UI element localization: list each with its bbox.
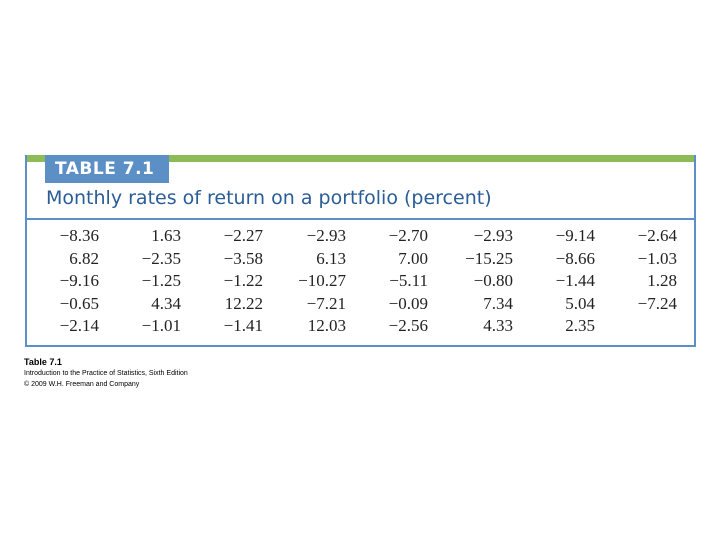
table-cell: −2.56: [388, 316, 428, 335]
table-cell: −2.64: [637, 226, 677, 245]
table-cell: −2.14: [59, 316, 99, 335]
table-cell: 6.13: [316, 248, 346, 268]
table-row: −2.14 −1.01 −1.41 12.03 −2.56 4.33 2.35: [41, 315, 661, 338]
table-cell: −2.93: [306, 226, 346, 245]
table-cell: −8.36: [59, 226, 99, 245]
table-cell: 7.00: [398, 248, 428, 268]
table-title: Monthly rates of return on a portfolio (…: [46, 187, 492, 209]
table-cell: −2.27: [223, 226, 263, 245]
caption-book: Introduction to the Practice of Statisti…: [24, 370, 188, 377]
table-cell: 6.82: [69, 248, 99, 268]
table-cell: −1.03: [637, 248, 677, 268]
table-cell: 1.63: [151, 226, 181, 245]
table-cell: −1.44: [555, 271, 595, 290]
table-cell: 12.03: [307, 316, 346, 335]
table-row: −9.16 −1.25 −1.22 −10.27 −5.11 −0.80 −1.44 1.28: [41, 270, 677, 293]
table-row: −0.65 4.34 12.22 −7.21 −0.09 7.34 5.04 −7.24: [41, 293, 677, 316]
table-cell: −1.22: [223, 271, 263, 290]
table-cell: −0.80: [473, 271, 513, 290]
table-top-bar: [27, 155, 694, 162]
table-frame: TABLE 7.1 Monthly rates of return on a p…: [25, 155, 696, 347]
table-cell: 7.34: [483, 293, 513, 313]
table-cell: 4.33: [483, 316, 513, 335]
table-cell: −5.11: [389, 271, 428, 290]
table-cell: −3.58: [223, 248, 263, 268]
table-tab-label: TABLE 7.1: [45, 155, 169, 183]
table-cell: 1.28: [647, 271, 677, 290]
data-grid: −8.36 1.63 −2.27 −2.93 −2.70 −2.93 −9.14 −2.64 6…: [41, 225, 677, 338]
title-divider: [27, 218, 694, 220]
table-cell: −0.65: [59, 293, 99, 313]
table-cell: −2.70: [388, 226, 428, 245]
table-cell: 5.04: [565, 293, 595, 313]
table-cell: −0.09: [388, 293, 428, 313]
table-cell: −7.21: [306, 293, 346, 313]
table-cell: −8.66: [555, 248, 595, 268]
table-cell: 4.34: [151, 293, 181, 313]
table-cell: −10.27: [298, 271, 346, 290]
table-cell: −9.14: [555, 226, 595, 245]
table-cell: −15.25: [465, 248, 513, 268]
table-cell: −1.41: [223, 316, 263, 335]
table-cell: −9.16: [59, 271, 99, 290]
caption-copyright: © 2009 W.H. Freeman and Company: [24, 381, 140, 388]
table-cell: −2.35: [141, 248, 181, 268]
table-cell: −7.24: [637, 293, 677, 313]
table-row: 6.82 −2.35 −3.58 6.13 7.00 −15.25 −8.66 −1.03: [41, 248, 677, 271]
table-cell: −1.25: [141, 271, 181, 290]
table-cell: 12.22: [224, 293, 263, 313]
table-cell: −2.93: [473, 226, 513, 245]
table-cell: 2.35: [565, 316, 595, 335]
table-cell: −1.01: [141, 316, 181, 335]
caption-title: Table 7.1: [24, 357, 62, 367]
table-row: −8.36 1.63 −2.27 −2.93 −2.70 −2.93 −9.14 −2.64: [41, 225, 677, 248]
